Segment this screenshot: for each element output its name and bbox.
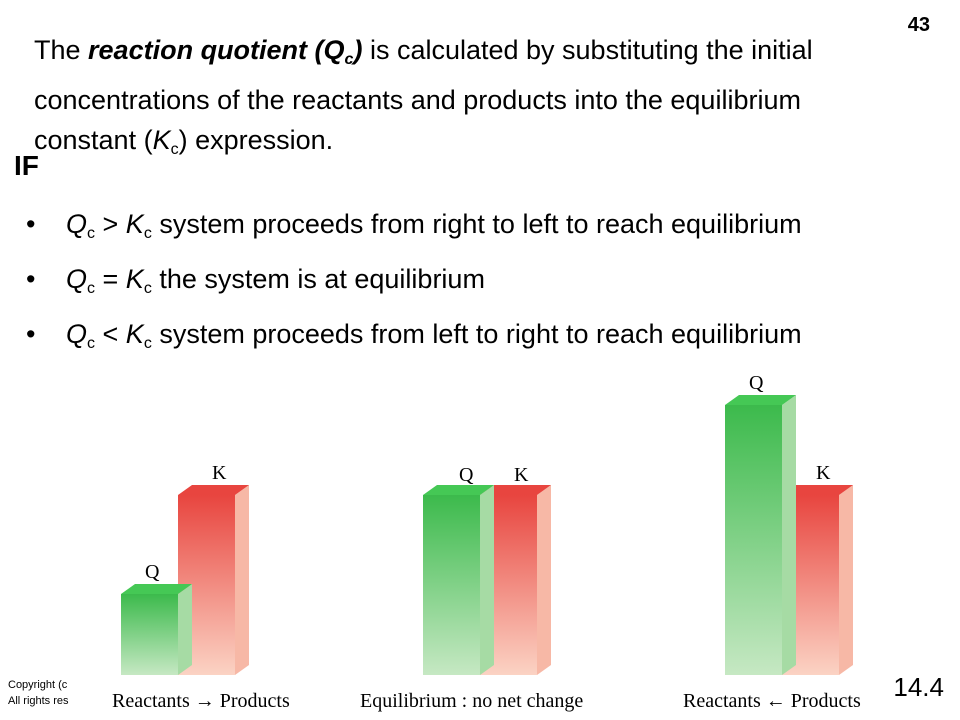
q-bar-1: [121, 584, 192, 675]
section-number: 14.4: [893, 672, 944, 702]
panel-caption-2: Equilibrium : no net change: [360, 690, 583, 712]
if-heading: IF: [14, 150, 39, 181]
slide-number: 43: [907, 14, 930, 36]
bar-label-k-1: K: [212, 462, 227, 484]
panel-caption-3: Reactants ← Products: [683, 690, 861, 712]
intro-text: The reaction quotient (Qc) is calculated…: [34, 35, 813, 158]
condition-q-greater-k: • Qc > Kc system proceeds from right to l…: [26, 209, 802, 242]
condition-list: • Qc > Kc system proceeds from right to l…: [26, 200, 956, 365]
copyright-notice: Copyright (c All rights res: [8, 679, 69, 707]
q-bar-2: [423, 485, 494, 675]
q-bar-3: [725, 395, 796, 675]
bar-label-q-2: Q: [459, 464, 474, 486]
condition-q-equal-k: • Qc = Kc the system is at equilibrium: [26, 264, 485, 297]
bar-label-k-2: K: [514, 464, 529, 486]
bar-label-q-3: Q: [749, 372, 764, 394]
bar-label-q-1: Q: [145, 561, 160, 583]
panel-caption-1: Reactants → Products: [112, 690, 290, 712]
condition-q-less-k: • Qc < Kc system proceeds from left to ri…: [26, 319, 802, 352]
qk-comparison-chart: Q K Reactants → Products Q K Equilibrium : no…: [112, 372, 861, 712]
bar-label-k-3: K: [816, 462, 831, 484]
reaction-quotient-term: reaction quotient (Qc): [88, 35, 363, 68]
